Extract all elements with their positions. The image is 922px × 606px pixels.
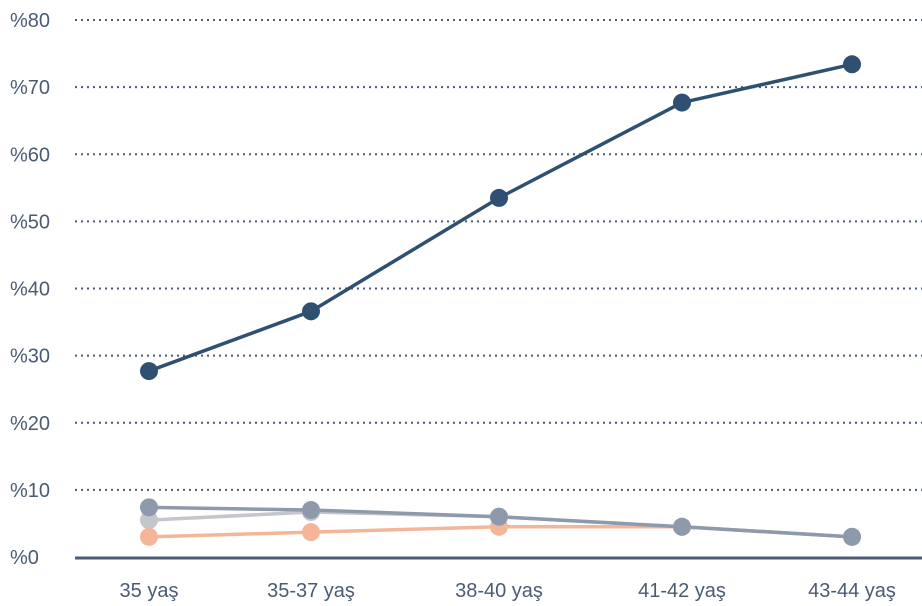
data-point (673, 517, 691, 536)
y-tick-label: %70 (10, 77, 50, 99)
x-tick-label: 41-42 yaş (638, 580, 726, 602)
y-tick-label: %30 (10, 346, 50, 368)
data-point (490, 507, 508, 526)
data-point (843, 527, 861, 546)
series-lines (147, 62, 854, 539)
x-axis-tick-labels: 35 yaş 35-37 yaş 38-40 yaş 41-42 yaş 43-44 y… (120, 580, 896, 602)
x-tick-label: 35 yaş (120, 580, 179, 602)
y-tick-label: %80 (10, 10, 50, 32)
y-tick-label: %40 (10, 279, 50, 301)
data-point (673, 93, 691, 112)
data-point (302, 302, 320, 321)
series-line-1 (147, 62, 854, 373)
series-markers (140, 55, 861, 546)
x-tick-label: 38-40 yaş (455, 580, 543, 602)
x-tick-label: 43-44 yaş (808, 580, 896, 602)
data-point (140, 511, 158, 530)
y-axis-tick-labels: %0 %10 %20 %30 %40 %50 %60 %70 %80 (10, 10, 50, 569)
data-point (302, 501, 320, 520)
data-point (140, 498, 158, 517)
x-tick-label: 35-37 yaş (267, 580, 355, 602)
y-tick-label: %20 (10, 413, 50, 435)
y-tick-label: %0 (10, 547, 39, 569)
data-point (140, 362, 158, 381)
data-point (302, 523, 320, 542)
data-point (140, 527, 158, 546)
data-point (843, 55, 861, 74)
data-point (490, 188, 508, 207)
y-tick-label: %10 (10, 480, 50, 502)
y-tick-label: %50 (10, 211, 50, 233)
y-tick-label: %60 (10, 144, 50, 166)
gridlines (75, 19, 922, 491)
